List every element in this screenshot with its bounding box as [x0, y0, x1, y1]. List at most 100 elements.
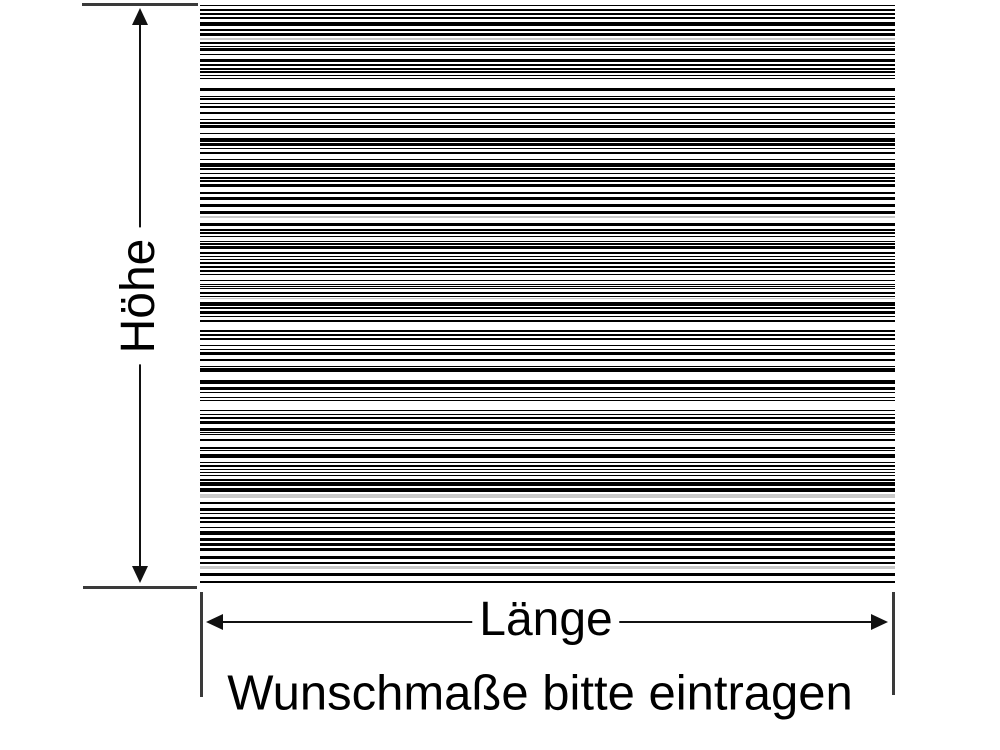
stripe: [200, 349, 895, 350]
height-top-tick: [82, 3, 198, 6]
stripe: [200, 513, 895, 514]
stripe: [200, 223, 895, 226]
stripe: [200, 368, 895, 372]
stripe: [200, 494, 895, 498]
stripe: [200, 465, 895, 467]
stripe: [200, 54, 895, 55]
stripe: [200, 527, 895, 528]
stripe: [200, 106, 895, 108]
stripe: [200, 256, 895, 257]
caption-text: Wunschmaße bitte eintragen: [227, 666, 853, 721]
stripe: [200, 98, 895, 100]
stripe: [200, 517, 895, 519]
stripe: [200, 48, 895, 51]
stripe: [200, 280, 895, 281]
stripe: [200, 479, 895, 481]
stripe: [200, 259, 895, 260]
stripe: [200, 270, 895, 272]
length-label: Länge: [472, 590, 620, 650]
stripe: [200, 366, 895, 367]
stripe: [200, 112, 895, 114]
arrow-right-icon: [871, 614, 888, 630]
stripe: [200, 252, 895, 254]
stripe: [200, 184, 895, 187]
stripe: [200, 152, 895, 154]
stripe: [200, 29, 895, 31]
stripe: [200, 296, 895, 297]
stripe: [200, 488, 895, 492]
stripe: [200, 236, 895, 237]
stripe: [200, 148, 895, 149]
stripe: [200, 46, 895, 47]
stripe: [200, 548, 895, 551]
stripe: [200, 316, 895, 317]
stripe: [200, 288, 895, 289]
stripe: [200, 88, 895, 91]
stripe: [200, 159, 895, 160]
stripe: [200, 180, 895, 182]
stripe: [200, 286, 895, 287]
stripe: [200, 71, 895, 73]
stripe: [200, 229, 895, 231]
stripe: [200, 262, 895, 264]
height-label: Höhe: [111, 227, 167, 365]
length-right-tick: [892, 592, 895, 695]
stripe: [200, 469, 895, 470]
stripe: [200, 387, 895, 390]
stripe: [200, 9, 895, 11]
stripe: [200, 338, 895, 340]
stripe: [200, 307, 895, 309]
stripe: [200, 562, 895, 564]
stripe: [200, 68, 895, 70]
stripe: [200, 284, 895, 285]
stripe: [200, 103, 895, 104]
stripe: [200, 64, 895, 66]
arrow-down-icon: [132, 566, 148, 583]
stripe: [200, 414, 895, 415]
stripe: [200, 96, 895, 97]
stripe: [200, 573, 895, 576]
stripe: [200, 380, 895, 384]
stripe: [200, 78, 895, 79]
stripe: [200, 581, 895, 583]
stripe: [200, 508, 895, 511]
stripe: [200, 246, 895, 249]
stripe: [200, 38, 895, 40]
stripe: [200, 143, 895, 146]
stripe: [200, 352, 895, 355]
stripe: [200, 475, 895, 476]
stripe: [200, 482, 895, 486]
stripe: [200, 168, 895, 170]
stripe: [200, 447, 895, 449]
stripe: [200, 163, 895, 167]
stripe: [200, 454, 895, 458]
stripe: [200, 119, 895, 120]
stripe: [200, 432, 895, 433]
stripe: [200, 392, 895, 393]
stripe: [200, 320, 895, 322]
stripe: [200, 22, 895, 26]
arrow-left-icon: [206, 614, 223, 630]
stripe: [200, 211, 895, 214]
stripe: [200, 216, 895, 218]
stripe: [200, 417, 895, 419]
stripe: [200, 241, 895, 242]
stripe: [200, 298, 895, 299]
stripe: [200, 311, 895, 314]
stripe: [200, 125, 895, 128]
stripe: [200, 334, 895, 336]
stripe: [200, 33, 895, 36]
stripe: [200, 292, 895, 294]
stripe: [200, 138, 895, 142]
stripe: [200, 543, 895, 546]
striped-material-swatch: [200, 4, 895, 590]
length-left-tick: [200, 592, 203, 697]
stripe: [200, 192, 895, 194]
stripe: [200, 173, 895, 174]
stripe: [200, 400, 895, 401]
stripe: [200, 434, 895, 435]
stripe: [200, 345, 895, 346]
stripe: [200, 450, 895, 451]
stripe: [200, 243, 895, 245]
